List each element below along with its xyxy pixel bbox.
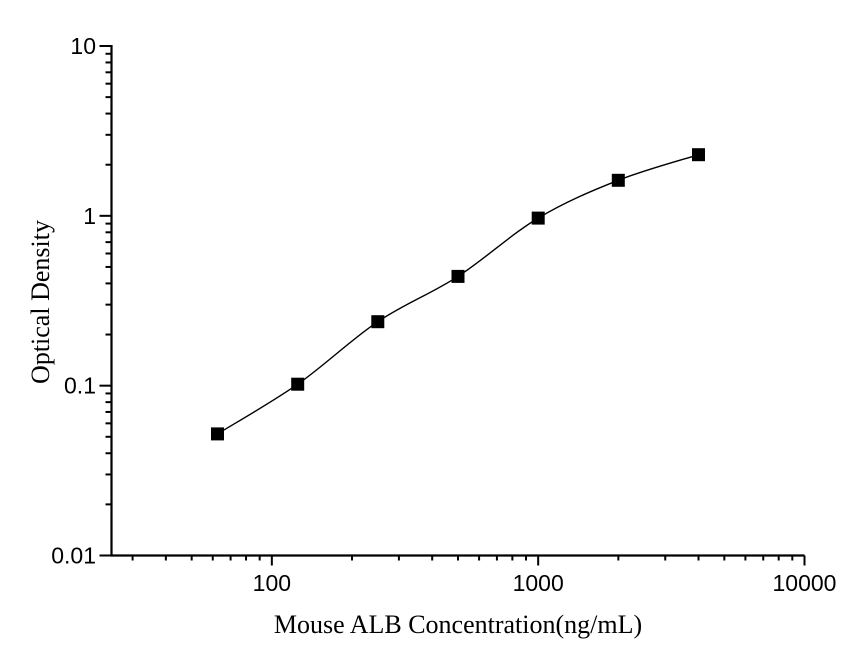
data-point-marker [291,377,305,391]
series-layer [211,148,705,441]
data-point-marker [371,315,385,329]
x-tick-label: 10000 [773,570,837,596]
x-tick-label: 100 [253,570,291,596]
data-point-marker [692,148,705,162]
data-point-marker [531,211,545,225]
y-axis-title: Optical Density [26,220,55,384]
data-point-marker [611,173,625,187]
x-axis-title: Mouse ALB Concentration(ng/mL) [274,610,642,639]
y-tick-label: 0.1 [64,373,96,399]
ticks-layer: 100 1000 10000 0.01 0.1 1 10 [51,33,836,596]
y-tick-label: 10 [70,33,96,59]
axis-frame [110,45,805,557]
data-point-marker [451,269,465,283]
y-tick-label: 0.01 [51,543,96,569]
standard-curve-line [217,154,699,435]
data-point-marker [211,427,224,441]
y-tick-label: 1 [83,203,96,229]
x-tick-label: 1000 [513,570,564,596]
